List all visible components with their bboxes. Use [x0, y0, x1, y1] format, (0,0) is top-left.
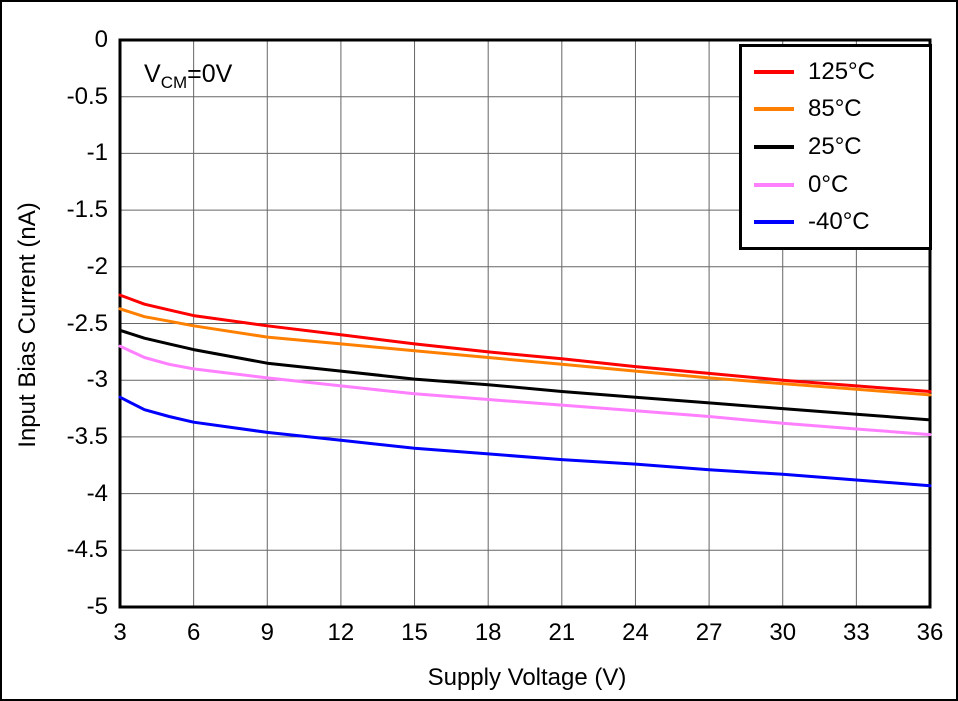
- legend-item: 85°C: [754, 95, 917, 123]
- y-tick-label: -1.5: [66, 196, 108, 224]
- legend-label: 0°C: [808, 170, 849, 198]
- x-tick-label: 21: [548, 619, 576, 646]
- y-tick-label: -2: [86, 252, 108, 280]
- y-axis-label: Input Bias Current (nA): [14, 202, 41, 448]
- y-tick-label: -5: [86, 593, 108, 620]
- series-line-0C: [118, 344, 932, 437]
- y-tick-label: -3: [86, 366, 108, 394]
- y-tick-label: -0.5: [66, 82, 108, 110]
- legend-line-sample: [754, 69, 794, 74]
- plot-border: [118, 38, 932, 609]
- vcm-annotation-pre: V: [144, 60, 161, 88]
- legend-item: -40°C: [754, 208, 917, 236]
- x-tick-label: 27: [695, 619, 723, 646]
- series-line-25C: [118, 328, 932, 422]
- x-tick-label: 12: [327, 619, 355, 646]
- x-tick-label: 30: [769, 619, 797, 646]
- x-tick-label: 3: [113, 619, 127, 646]
- vcm-annotation-sub: CM: [160, 73, 188, 92]
- legend-line-sample: [754, 220, 794, 225]
- legend-label: 125°C: [808, 57, 875, 85]
- x-tick-label: 24: [622, 619, 649, 646]
- legend-line-sample: [754, 107, 794, 112]
- legend-line-sample: [754, 144, 794, 149]
- legend-item: 125°C: [754, 58, 917, 86]
- y-tick-label: -3.5: [66, 422, 108, 450]
- legend-label: 85°C: [808, 95, 862, 123]
- x-tick-label: 36: [916, 619, 944, 646]
- x-tick-label: 18: [474, 619, 502, 646]
- legend-item: 25°C: [754, 133, 917, 161]
- series-line-125C: [118, 293, 932, 393]
- y-tick-label: -4.5: [66, 536, 108, 564]
- legend-label: 25°C: [808, 132, 862, 160]
- x-tick-label: 15: [401, 619, 428, 646]
- x-tick-label: 6: [186, 619, 201, 646]
- series-line-85C: [118, 307, 932, 397]
- x-tick-label: 33: [843, 619, 870, 646]
- legend: 125°C 85°C 25°C 0°C -40°C: [739, 44, 932, 250]
- legend-item: 0°C: [754, 171, 917, 199]
- vcm-annotation-post: =0V: [187, 60, 233, 88]
- legend-label: -40°C: [808, 208, 870, 236]
- y-tick-label: 0: [94, 26, 108, 53]
- y-tick-label: -1: [86, 139, 108, 167]
- y-tick-label: -2.5: [66, 309, 108, 337]
- legend-line-sample: [754, 182, 794, 187]
- x-tick-label: 9: [260, 619, 274, 646]
- x-axis-label: Supply Voltage (V): [427, 664, 627, 691]
- vcm-annotation: VCM=0V: [144, 60, 232, 93]
- y-tick-label: -4: [86, 479, 108, 507]
- series-line--40C: [118, 395, 932, 488]
